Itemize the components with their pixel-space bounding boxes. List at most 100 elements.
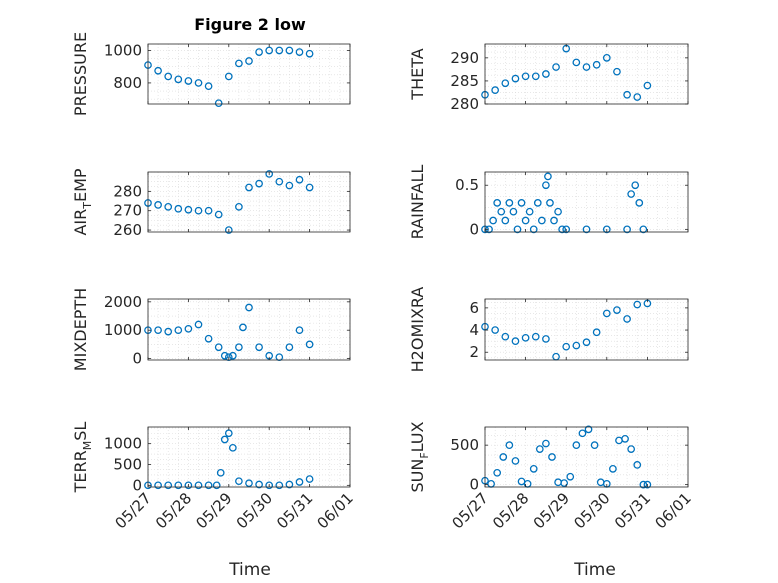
data-point xyxy=(204,206,213,215)
data-point xyxy=(235,59,243,68)
y-tick-label: 270 xyxy=(113,202,142,220)
data-point xyxy=(154,201,162,209)
y-tick-label: 1000 xyxy=(104,41,142,59)
data-point xyxy=(627,190,636,198)
subplot-1: 800 1000 PRESSURE xyxy=(71,32,351,116)
data-point xyxy=(204,481,213,490)
axes-frame xyxy=(147,43,351,105)
data-point xyxy=(511,74,520,83)
data-point xyxy=(584,425,593,434)
data-point xyxy=(245,479,253,488)
data-point xyxy=(513,225,522,234)
data-point xyxy=(501,216,510,225)
data-point xyxy=(224,226,233,234)
data-point xyxy=(531,332,540,341)
x-tick-label: 05/27 xyxy=(449,489,492,532)
data-point xyxy=(497,207,506,216)
data-point xyxy=(154,481,162,490)
data-point xyxy=(542,439,550,448)
data-point xyxy=(305,183,314,192)
subplot-2: 280 285 290 THETA xyxy=(408,43,689,113)
data-point xyxy=(529,225,538,234)
data-point xyxy=(255,48,263,56)
data-point xyxy=(164,72,173,81)
axes-frame xyxy=(147,171,351,233)
data-point xyxy=(602,225,611,234)
data-point xyxy=(566,472,575,481)
data-point xyxy=(235,202,243,211)
data-point xyxy=(542,335,550,343)
data-point xyxy=(511,457,520,465)
data-point xyxy=(643,480,652,489)
data-point xyxy=(554,207,562,216)
data-point xyxy=(220,435,229,444)
axes-frame xyxy=(484,426,689,488)
data-point xyxy=(174,481,183,490)
x-axis-label-right: Time xyxy=(573,560,616,580)
x-tick-label: 05/31 xyxy=(611,489,654,532)
data-point xyxy=(255,480,263,489)
data-point xyxy=(305,340,314,349)
data-point xyxy=(623,315,631,323)
subplot-4: 0 0.5 RAINFALL xyxy=(408,165,689,240)
y-axis-label: RAINFALL xyxy=(408,165,427,240)
x-tick-label: 05/30 xyxy=(570,489,613,532)
data-point xyxy=(572,341,581,350)
x-tick-label: 05/28 xyxy=(152,489,195,532)
data-point xyxy=(582,338,591,347)
data-point xyxy=(633,461,642,469)
y-tick-label: 500 xyxy=(113,456,142,474)
data-point xyxy=(285,480,294,489)
data-point xyxy=(228,443,237,452)
data-point xyxy=(164,202,173,211)
y-axis-label: PRESSURE xyxy=(71,32,90,116)
data-point xyxy=(491,326,499,334)
y-tick-label: 260 xyxy=(113,221,142,239)
data-point xyxy=(542,70,550,78)
data-point xyxy=(204,334,213,343)
data-point xyxy=(511,337,520,345)
data-point xyxy=(546,199,554,207)
data-point xyxy=(285,181,294,190)
data-point xyxy=(643,81,652,90)
data-point xyxy=(548,453,556,461)
data-point xyxy=(521,72,530,81)
data-point xyxy=(544,172,552,181)
data-point xyxy=(633,93,642,101)
data-point xyxy=(305,49,314,58)
y-tick-label: 1000 xyxy=(104,435,142,453)
data-point xyxy=(550,216,558,225)
data-point xyxy=(285,46,294,55)
data-point xyxy=(220,351,229,360)
y-tick-label: 6 xyxy=(469,299,479,317)
data-point xyxy=(609,464,617,473)
data-point xyxy=(627,445,636,453)
data-point xyxy=(184,324,193,333)
axes-frame xyxy=(484,43,689,105)
y-axis-label: THETA xyxy=(408,48,427,100)
x-tick-label: 05/27 xyxy=(112,489,155,532)
data-point xyxy=(184,481,193,490)
data-point xyxy=(501,79,510,88)
data-point xyxy=(623,225,631,234)
y-tick-label: 0 xyxy=(469,220,479,238)
data-point xyxy=(214,210,223,219)
data-point xyxy=(493,468,502,477)
y-tick-label: 2 xyxy=(469,343,479,361)
data-point xyxy=(224,429,233,438)
data-point xyxy=(275,481,284,490)
x-tick-label: 05/28 xyxy=(489,489,532,532)
y-tick-label: 285 xyxy=(450,72,479,90)
data-point xyxy=(521,333,530,342)
data-point xyxy=(590,441,599,450)
y-tick-label: 280 xyxy=(113,182,142,200)
data-point xyxy=(194,320,203,329)
data-point xyxy=(562,225,571,234)
data-point xyxy=(275,177,284,186)
x-tick-label: 06/01 xyxy=(652,489,695,532)
x-tick-label: 05/31 xyxy=(273,489,316,532)
data-point xyxy=(562,342,571,351)
